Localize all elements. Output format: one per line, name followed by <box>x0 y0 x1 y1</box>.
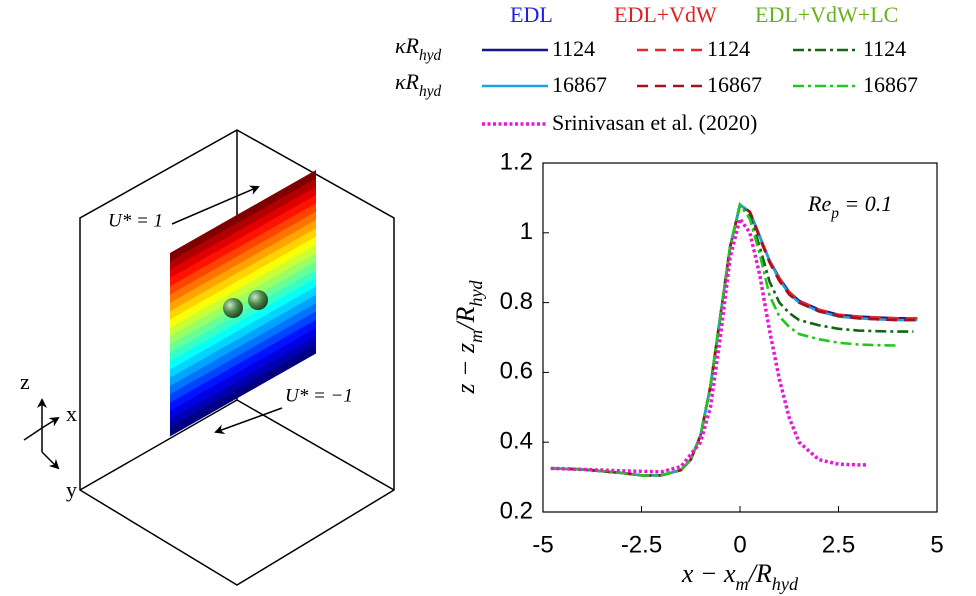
axis-name: z <box>20 369 30 394</box>
plane-stripe <box>170 244 316 337</box>
arrow <box>171 185 260 225</box>
axis-arrow <box>41 416 60 429</box>
particle <box>248 290 268 310</box>
y-tick-label: 0.8 <box>500 288 533 315</box>
x-tick-label: 5 <box>930 531 943 558</box>
x-tick-label: 0 <box>733 531 746 558</box>
velocity-label: U* = −1 <box>285 385 353 406</box>
plane-stripe <box>170 286 316 379</box>
series-line <box>550 202 918 477</box>
plane-stripe <box>170 278 316 370</box>
annotation: Rep = 0.1 <box>807 191 892 222</box>
legend-label: 1124 <box>552 36 595 61</box>
plane-stripe <box>170 211 316 304</box>
schematic-overlay: U* = 1 U* = −1 z x y <box>20 185 353 502</box>
plane-stripe <box>170 328 316 420</box>
subscript: hyd <box>772 574 799 594</box>
plane-stripe <box>170 219 316 312</box>
arrow <box>214 407 283 434</box>
y-axis-label: z − zm/Rhyd <box>451 279 486 394</box>
legend-header: EDL+VdW+LC <box>755 2 898 27</box>
plane-stripe <box>170 253 316 345</box>
plane-stripe <box>170 236 316 329</box>
text-part: = 0.1 <box>839 191 892 216</box>
text-part: x − x <box>681 559 736 588</box>
plane-stripe <box>170 203 316 296</box>
x-tick-label: -5 <box>532 531 553 558</box>
plane-stripe <box>170 261 316 354</box>
plane-stripe <box>170 170 316 262</box>
text-part: Re <box>807 191 831 216</box>
series-line <box>550 202 918 477</box>
subscript: p <box>830 205 839 222</box>
axis-name: y <box>66 477 77 502</box>
plane-stripe <box>170 186 316 279</box>
legend-row-label: κRhyd <box>395 33 442 64</box>
plane-stripe <box>170 344 316 437</box>
axis-name: x <box>66 401 77 426</box>
plane-stripe <box>170 178 316 271</box>
text-part: /R <box>747 559 772 588</box>
plane-stripe <box>170 269 316 362</box>
series-line <box>550 201 898 477</box>
legend-label: 16867 <box>707 72 762 97</box>
legend-label: 16867 <box>863 72 918 97</box>
legend-row-label: κRhyd <box>395 69 442 100</box>
text-part: z − z <box>451 343 480 395</box>
y-tick-label: 1.2 <box>500 148 533 175</box>
legend-label: 1124 <box>863 36 906 61</box>
axis-arrow <box>41 451 60 470</box>
particle <box>223 298 243 318</box>
legend-label: 16867 <box>552 72 607 97</box>
legend-label: 1124 <box>707 36 750 61</box>
subscript: hyd <box>466 279 486 306</box>
plane-stripe <box>170 319 316 412</box>
plane-stripe <box>170 303 316 395</box>
chart: -5 -2.5 0 2.5 50.20.40.60.811.2x − xm/Rhydz … <box>395 2 944 594</box>
cube-outline <box>79 129 395 586</box>
text-part: κR <box>395 33 420 58</box>
x-tick-label: 2.5 <box>822 531 855 558</box>
y-tick-label: 0.4 <box>500 428 533 455</box>
legend-header: EDL <box>510 2 553 27</box>
series-line <box>550 202 918 477</box>
y-tick-label: 1 <box>520 218 533 245</box>
text-part: /R <box>451 307 480 332</box>
legend-header: EDL+VdW <box>614 2 717 27</box>
series-line <box>550 202 914 477</box>
subscript: m <box>736 574 749 594</box>
plane-stripe <box>170 311 316 404</box>
y-tick-label: 0.2 <box>500 497 533 524</box>
y-tick-label: 0.6 <box>500 358 533 385</box>
velocity-plane <box>170 170 316 437</box>
plane-stripe <box>170 336 316 429</box>
legend-label: Srinivasan et al. (2020) <box>552 110 757 135</box>
x-tick-label: -2.5 <box>621 531 662 558</box>
x-axis-label: x − xm/Rhyd <box>681 559 799 594</box>
plane-stripe <box>170 194 316 287</box>
subscript: hyd <box>419 83 442 100</box>
axis-arrow <box>23 427 43 441</box>
series-line <box>550 214 869 474</box>
series-line <box>550 202 918 477</box>
plane-stripe <box>170 294 316 387</box>
subscript: m <box>466 330 486 343</box>
plane-stripe <box>170 228 316 321</box>
text-part: κR <box>395 69 420 94</box>
velocity-label: U* = 1 <box>108 210 163 231</box>
subscript: hyd <box>419 47 442 64</box>
